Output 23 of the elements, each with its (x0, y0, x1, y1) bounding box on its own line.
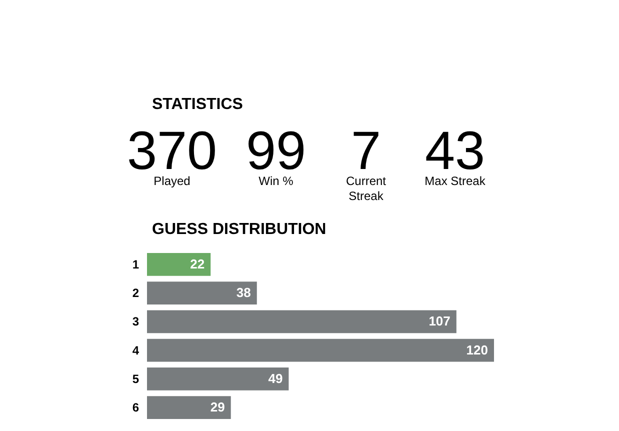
y-tick-label: 1 (132, 257, 140, 272)
bar (147, 338, 494, 362)
text: STATISTICS (152, 96, 244, 113)
text: Win % (258, 174, 294, 188)
data-label: 107 (428, 314, 450, 329)
y-tick-label: 6 (132, 400, 140, 415)
y-tick-label: 3 (132, 314, 140, 329)
bar (147, 253, 211, 276)
bar (147, 396, 231, 419)
data-label: 38 (236, 285, 251, 300)
bar (147, 367, 289, 390)
y-tick-label: 5 (132, 372, 140, 386)
text: Current Streak (346, 174, 387, 203)
data-label: 22 (190, 256, 205, 272)
chart-title: GUESS DISTRIBUTION (152, 221, 326, 238)
data-label: 29 (210, 400, 225, 415)
bar (147, 310, 456, 334)
text: Max Streak (424, 174, 486, 188)
data-label: 49 (268, 370, 283, 386)
bar (147, 282, 257, 305)
data-label: 120 (466, 342, 488, 358)
y-tick-label: 2 (132, 286, 140, 300)
y-tick-label: 4 (132, 343, 140, 358)
